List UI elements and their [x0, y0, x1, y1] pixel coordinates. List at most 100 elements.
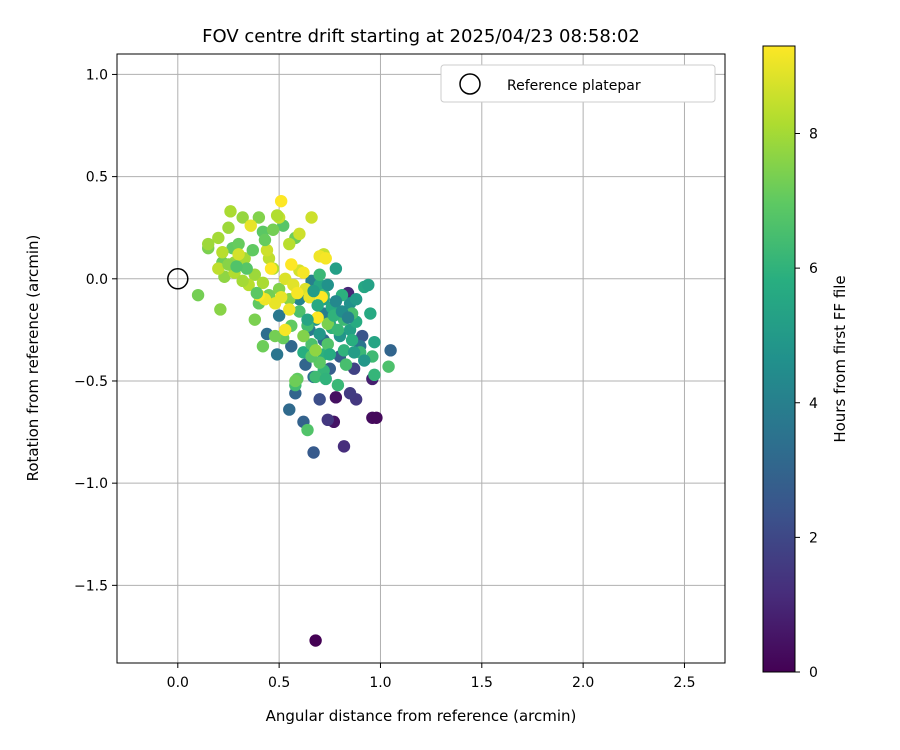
data-point: [224, 205, 237, 218]
data-point: [309, 634, 322, 647]
data-point: [329, 295, 343, 308]
data-point: [236, 274, 249, 288]
data-point: [345, 333, 359, 347]
data-point: [274, 194, 288, 208]
colorbar: 0 2 4 6 8 Hours from first FF file: [762, 45, 849, 681]
colorbar-ticks: 0 2 4 6 8: [795, 127, 818, 681]
data-point: [311, 299, 324, 312]
colorbar-tick-label: 6: [809, 261, 818, 277]
data-point: [313, 393, 326, 406]
data-point: [272, 309, 286, 322]
colorbar-tick-label: 2: [809, 530, 818, 546]
data-point: [331, 378, 345, 392]
data-point: [307, 284, 320, 298]
data-points: [191, 194, 397, 647]
data-point: [285, 340, 298, 353]
data-point: [329, 391, 343, 404]
data-point: [337, 344, 351, 357]
data-point: [279, 323, 292, 337]
data-point: [266, 223, 280, 236]
data-point: [291, 286, 304, 300]
y-tick-label: −0.5: [74, 374, 108, 390]
data-point: [202, 237, 215, 251]
data-point: [358, 354, 371, 367]
data-point: [323, 348, 336, 361]
reference-platepar-marker: [167, 268, 189, 290]
data-point: [341, 311, 355, 324]
x-tick-label: 1.5: [471, 675, 493, 691]
colorbar-gradient: [762, 45, 796, 673]
data-point: [313, 268, 326, 281]
data-point: [349, 293, 363, 306]
y-tick-label: 0.0: [86, 272, 108, 288]
data-point: [256, 340, 270, 353]
data-point: [319, 372, 332, 386]
data-point: [293, 305, 306, 318]
legend: Reference platepar: [440, 64, 716, 103]
data-point: [283, 403, 296, 416]
data-point: [382, 360, 395, 373]
y-tick-label: −1.0: [74, 476, 108, 492]
data-point: [362, 278, 375, 292]
data-point: [270, 348, 284, 361]
data-point: [297, 329, 310, 343]
data-point: [283, 237, 296, 251]
data-point: [319, 252, 332, 265]
x-tick-label: 2.5: [673, 675, 695, 691]
x-tick-label: 1.0: [369, 675, 391, 691]
data-point: [297, 266, 310, 279]
data-point: [309, 344, 322, 357]
data-point: [301, 313, 314, 326]
colorbar-label: Hours from first FF file: [831, 275, 849, 442]
data-point: [236, 211, 249, 224]
data-point: [347, 346, 361, 359]
data-point: [240, 262, 253, 275]
data-point: [250, 286, 264, 300]
data-point: [191, 288, 205, 302]
x-axis-label: Angular distance from reference (arcmin): [266, 707, 577, 725]
data-point: [216, 246, 229, 259]
legend-marker: [459, 73, 481, 95]
grid: [117, 54, 725, 663]
data-point: [337, 440, 351, 453]
y-axis-ticks: 1.0 0.5 0.0 −0.5 −1.0 −1.5: [74, 67, 117, 594]
data-point: [212, 231, 225, 245]
data-point: [214, 303, 227, 316]
data-point: [368, 368, 381, 382]
data-point: [293, 227, 306, 241]
legend-entry: Reference platepar: [507, 78, 641, 94]
data-point: [274, 290, 288, 304]
data-point: [232, 248, 245, 261]
data-point: [313, 327, 326, 341]
x-tick-label: 0.5: [268, 675, 290, 691]
x-tick-label: 2.0: [572, 675, 594, 691]
data-point: [268, 329, 282, 343]
data-point: [232, 237, 245, 251]
data-point: [321, 413, 334, 427]
data-point: [230, 260, 243, 273]
data-point: [321, 337, 334, 351]
data-point: [222, 221, 235, 234]
y-tick-label: 1.0: [86, 67, 108, 83]
data-point: [252, 211, 266, 224]
data-point: [212, 262, 225, 275]
data-point: [311, 311, 324, 324]
data-point: [384, 344, 397, 357]
data-point: [301, 423, 314, 437]
data-point: [356, 329, 369, 343]
data-point: [343, 387, 357, 400]
data-point: [248, 313, 262, 326]
data-point: [270, 209, 284, 222]
data-point: [256, 276, 270, 290]
y-tick-label: 0.5: [86, 170, 108, 186]
data-point: [368, 335, 381, 349]
x-tick-label: 0.0: [167, 675, 189, 691]
data-point: [309, 370, 322, 384]
data-point: [289, 374, 302, 388]
data-point: [260, 243, 274, 257]
data-point: [364, 307, 377, 320]
x-axis-ticks: 0.0 0.5 1.0 1.5 2.0 2.5: [167, 663, 696, 691]
y-axis-label: Rotation from reference (arcmin): [24, 235, 42, 482]
data-point: [244, 219, 257, 232]
